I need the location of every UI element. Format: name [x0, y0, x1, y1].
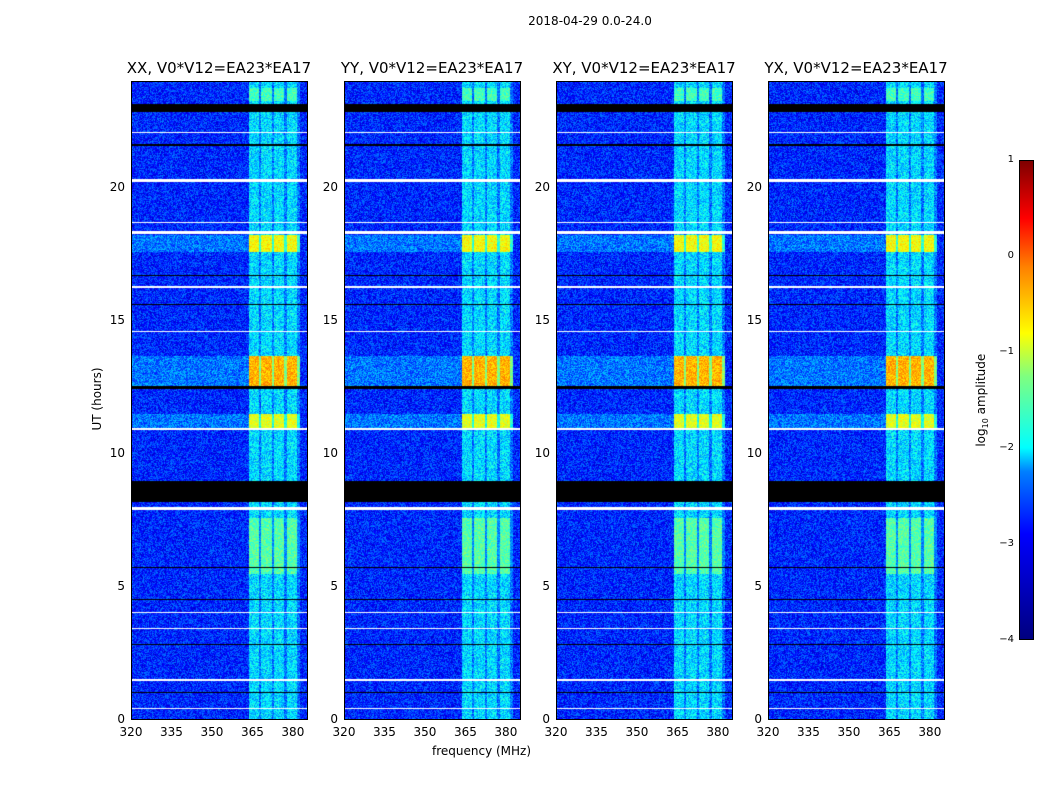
x-tick-label: 320: [544, 725, 568, 739]
y-axis-label: UT (hours): [90, 367, 104, 431]
x-tick-label: 365: [240, 725, 264, 739]
x-tick-label: 320: [119, 725, 143, 739]
x-tick-label: 350: [837, 725, 861, 739]
y-tick-label: 0: [542, 712, 550, 726]
x-tick-label: 350: [625, 725, 649, 739]
figure-suptitle: 2018-04-29 0.0-24.0: [528, 14, 652, 28]
x-tick-label: 335: [585, 725, 608, 739]
x-tick-label: 350: [413, 725, 437, 739]
y-tick-label: 15: [534, 312, 550, 327]
colorbar: [1019, 160, 1034, 640]
colorbar-label: log10 amplitude: [973, 353, 991, 447]
y-tick-label: 10: [322, 445, 338, 460]
colorbar-tick-label: −2: [999, 442, 1014, 453]
panel-title: XY, V0*V12=EA23*EA17: [552, 59, 736, 77]
panel-title: YY, V0*V12=EA23*EA17: [340, 59, 524, 77]
x-tick-label: 350: [200, 725, 224, 739]
colorbar-tick-label: −1: [999, 346, 1014, 357]
y-tick-label: 10: [534, 445, 550, 460]
x-tick-label: 380: [918, 725, 942, 739]
y-tick-label: 10: [746, 445, 762, 460]
waterfall-panel-3: [768, 81, 945, 720]
y-tick-label: 15: [322, 312, 338, 327]
x-tick-label: 380: [494, 725, 518, 739]
waterfall-panel-1: [344, 81, 521, 720]
y-tick-label: 15: [746, 312, 762, 327]
heatmap-image: [769, 82, 944, 719]
colorbar-tick-label: −4: [999, 634, 1014, 645]
y-tick-label: 5: [330, 578, 338, 593]
y-tick-label: 20: [534, 179, 550, 194]
x-tick-label: 320: [756, 725, 780, 739]
y-tick-label: 0: [754, 712, 762, 726]
x-tick-label: 380: [706, 725, 730, 739]
heatmap-image: [557, 82, 732, 719]
waterfall-panel-0: [131, 81, 308, 720]
panel-title: XX, V0*V12=EA23*EA17: [126, 59, 312, 77]
x-tick-label: 335: [160, 725, 183, 739]
y-tick-label: 0: [330, 712, 338, 726]
y-tick-label: 20: [322, 179, 338, 194]
x-tick-label: 335: [797, 725, 820, 739]
y-tick-label: 20: [746, 179, 762, 194]
x-axis-label: frequency (MHz): [432, 744, 532, 758]
colorbar-tick-label: 0: [1007, 250, 1014, 261]
x-tick-label: 335: [373, 725, 396, 739]
x-tick-label: 365: [877, 725, 901, 739]
colorbar-tick-label: −3: [999, 538, 1014, 549]
y-tick-label: 5: [754, 578, 762, 593]
x-tick-label: 320: [332, 725, 356, 739]
heatmap-image: [132, 82, 307, 719]
waterfall-panel-2: [556, 81, 733, 720]
y-tick-label: 10: [109, 445, 125, 460]
y-tick-label: 0: [117, 712, 125, 726]
x-tick-label: 380: [281, 725, 305, 739]
y-tick-label: 20: [109, 179, 125, 194]
x-tick-label: 365: [665, 725, 689, 739]
y-tick-label: 5: [542, 578, 550, 593]
colorbar-tick-label: 1: [1007, 154, 1014, 165]
y-tick-label: 5: [117, 578, 125, 593]
panel-title: YX, V0*V12=EA23*EA17: [764, 59, 948, 77]
y-tick-label: 15: [109, 312, 125, 327]
heatmap-image: [345, 82, 520, 719]
x-tick-label: 365: [453, 725, 477, 739]
